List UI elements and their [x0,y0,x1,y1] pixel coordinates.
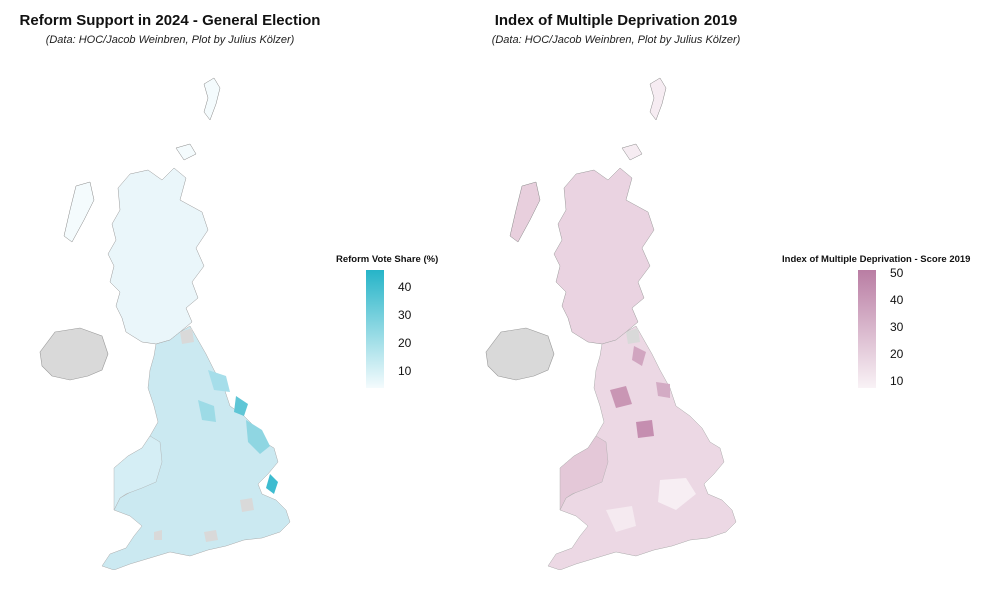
hebrides-shape [509,181,541,243]
low-deprivation-southwest [606,506,636,532]
missing-southwest [154,530,162,540]
legend-color-bar [366,270,384,388]
shetland-shape [203,77,221,121]
northern-ireland-shape [39,327,109,381]
wales-shape [113,435,163,511]
reform-choropleth-map [39,77,291,570]
legend-tick: 10 [398,364,412,378]
legend-tick: 50 [890,266,904,280]
map-subtitle: (Data: HOC/Jacob Weinbren, Plot by Juliu… [491,34,741,46]
orkney-shape [621,143,643,161]
legend-tick: 20 [398,336,412,350]
missing-northeast [626,328,640,344]
legend-tick: 10 [890,374,904,388]
high-deprivation-yorks [656,382,670,398]
wales-shape [559,435,609,511]
high-share-lincs [234,396,248,416]
low-deprivation-southeast [658,478,696,510]
deprivation-panel: Index of Multiple Deprivation 2019 (Data… [446,0,970,609]
high-share-yorks [208,370,230,392]
high-deprivation-midlands [636,420,654,438]
map-title: Index of Multiple Deprivation 2019 [494,12,738,29]
high-deprivation-northeast [632,346,646,366]
high-share-essex [266,474,278,494]
legend-tick: 40 [890,293,904,307]
scotland-shape [107,167,209,345]
legend-title: Index of Multiple Deprivation - Score 20… [782,254,971,265]
high-share-east [246,420,270,454]
legend-tick: 30 [890,320,904,334]
legend-tick: 20 [890,347,904,361]
deprivation-choropleth-map [485,77,737,570]
shetland-shape [649,77,667,121]
northern-ireland-shape [485,327,555,381]
reform-support-panel: Reform Support in 2024 - General Electio… [19,12,439,570]
legend-color-bar [858,270,876,388]
missing-south [204,530,218,542]
scotland-shape [553,167,655,345]
legend-tick: 40 [398,280,412,294]
legend-tick: 30 [398,308,412,322]
high-share-midlands [198,400,216,422]
map-subtitle: (Data: HOC/Jacob Weinbren, Plot by Juliu… [45,34,295,46]
high-deprivation-northwest [610,386,632,408]
map-title: Reform Support in 2024 - General Electio… [19,12,321,29]
orkney-shape [175,143,197,161]
legend-title: Reform Vote Share (%) [336,254,439,265]
missing-northeast [180,328,194,344]
missing-london [240,498,254,512]
hebrides-shape [63,181,95,243]
